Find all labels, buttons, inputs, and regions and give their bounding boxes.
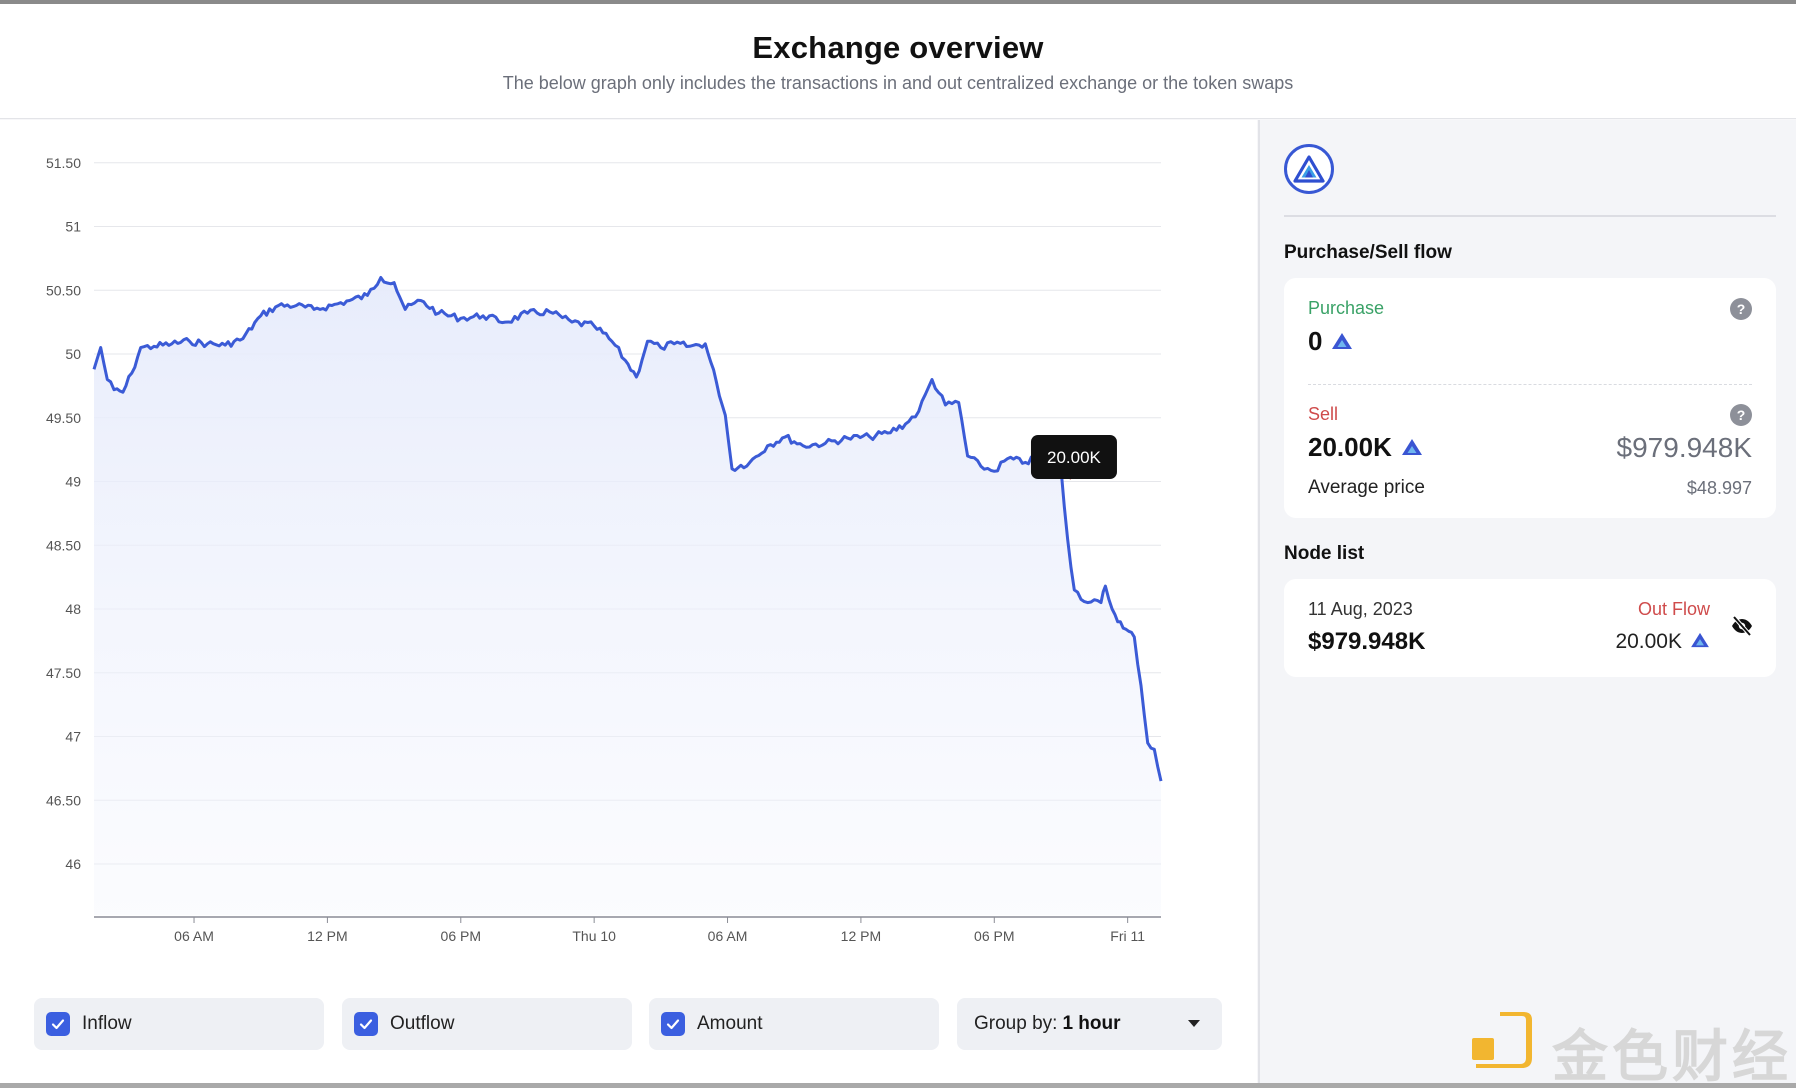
eye-off-icon[interactable]: [1730, 615, 1754, 642]
sell-value: 20.00K: [1308, 432, 1423, 463]
node-list-item[interactable]: 11 Aug, 2023 Out Flow $979.948K 20.00K: [1284, 579, 1776, 677]
y-tick-label: 48.50: [46, 537, 81, 553]
inflow-checkbox[interactable]: Inflow: [34, 998, 324, 1050]
y-tick-label: 51: [65, 219, 81, 235]
token-small-icon: [1401, 432, 1423, 463]
node-list-title: Node list: [1284, 543, 1365, 564]
y-tick-label: 48: [65, 601, 81, 617]
page-title: Exchange overview: [752, 30, 1044, 65]
y-tick-label: 50.50: [46, 282, 81, 298]
purchase-label: Purchase: [1308, 298, 1385, 318]
watermark: 金色财经: [1466, 1008, 1796, 1088]
price-area-fill: [94, 277, 1161, 915]
x-axis-labels: 06 AM 12 PM 06 PM Thu 10 06 AM 12 PM 06 PM Fri …: [174, 917, 1145, 944]
token-small-icon: [1331, 326, 1353, 357]
y-axis-labels: 51.50 51 50.50 50 49.50 49 48.50 48 47.50 47 46.50…: [46, 155, 81, 872]
node-amount-value: 20.00K: [1615, 630, 1682, 653]
y-tick-label: 46.50: [46, 792, 81, 808]
window-top-border: [0, 0, 1796, 4]
purchase-amount: 0: [1308, 326, 1323, 356]
flow-title: Purchase/Sell flow: [1284, 242, 1452, 263]
node-usd-value: $979.948K: [1308, 628, 1426, 655]
average-price-label: Average price: [1308, 477, 1425, 498]
token-small-icon: [1690, 630, 1710, 654]
x-tick-label: 06 AM: [708, 928, 748, 944]
window-bottom-border: [0, 1083, 1796, 1088]
sell-label: Sell: [1308, 404, 1339, 424]
help-icon[interactable]: ?: [1730, 298, 1752, 320]
amount-label: Amount: [697, 1013, 763, 1034]
price-line[interactable]: [92, 276, 1163, 782]
purchase-sell-card: Purchase ? 0 Sell ? 20.00K $979.948K Ave…: [1284, 278, 1776, 518]
group-by-select[interactable]: Group by: 1 hour: [957, 998, 1222, 1050]
tooltip-box: [1030, 435, 1117, 479]
watermark-logo-icon: [1472, 1012, 1532, 1068]
x-tick-label: Fri 11: [1110, 928, 1145, 944]
checkbox-checked-icon[interactable]: [354, 1012, 378, 1036]
inflow-label: Inflow: [82, 1013, 132, 1034]
average-price-value: $48.997: [1686, 478, 1752, 498]
outflow-label: Outflow: [390, 1013, 455, 1034]
page-header: Exchange overview The below graph only i…: [0, 4, 1796, 119]
checkbox-checked-icon[interactable]: [661, 1012, 685, 1036]
x-tick-label: 06 PM: [974, 928, 1014, 944]
group-by-value: 1 hour: [1062, 1013, 1121, 1034]
chart-panel: 51.50 51 50.50 50 49.50 49 48.50 48 47.50 47 46.50…: [0, 120, 1257, 1083]
outflow-checkbox[interactable]: Outflow: [342, 998, 632, 1050]
x-tick-label: 06 AM: [174, 928, 214, 944]
card-separator: [1308, 384, 1752, 385]
price-chart: 51.50 51 50.50 50 49.50 49 48.50 48 47.50 47 46.50…: [46, 155, 1163, 944]
y-tick-label: 47.50: [46, 665, 81, 681]
y-tick-label: 47: [65, 729, 81, 745]
y-tick-label: 51.50: [46, 155, 81, 171]
group-by-label: Group by:: [974, 1013, 1058, 1034]
y-tick-label: 49: [65, 474, 81, 490]
y-tick-label: 50: [65, 346, 81, 362]
node-date: 11 Aug, 2023: [1308, 599, 1413, 619]
page-subtitle: The below graph only includes the transa…: [502, 73, 1294, 93]
triangle-logo-icon: [1284, 144, 1334, 194]
y-tick-label: 49.50: [46, 410, 81, 426]
node-flow-type: Out Flow: [1637, 599, 1710, 619]
sidebar: Purchase/Sell flow Purchase ? 0 Sell ? 2…: [1258, 120, 1796, 1083]
y-tick-label: 46: [65, 856, 81, 872]
watermark-text: 金色财经: [1552, 1025, 1792, 1088]
node-amount: 20.00K: [1615, 630, 1710, 654]
checkbox-checked-icon[interactable]: [46, 1012, 70, 1036]
x-tick-label: Thu 10: [572, 928, 616, 944]
amount-checkbox[interactable]: Amount: [649, 998, 939, 1050]
sell-amount: 20.00K: [1308, 432, 1392, 462]
chart-controls: Inflow Outflow Amount Group by: 1 hour: [34, 998, 1224, 1050]
x-tick-label: 12 PM: [841, 928, 881, 944]
purchase-value: 0: [1308, 326, 1353, 357]
highlight-marker[interactable]: 20.00K: [1030, 435, 1117, 480]
help-icon[interactable]: ?: [1730, 404, 1752, 426]
sidebar-divider: [1284, 215, 1776, 217]
tooltip-label: 20.00K: [1047, 448, 1102, 467]
x-tick-label: 06 PM: [441, 928, 481, 944]
dropdown-caret-icon[interactable]: [1188, 1020, 1200, 1027]
sell-usd-value: $979.948K: [1616, 432, 1752, 463]
x-tick-label: 12 PM: [307, 928, 347, 944]
